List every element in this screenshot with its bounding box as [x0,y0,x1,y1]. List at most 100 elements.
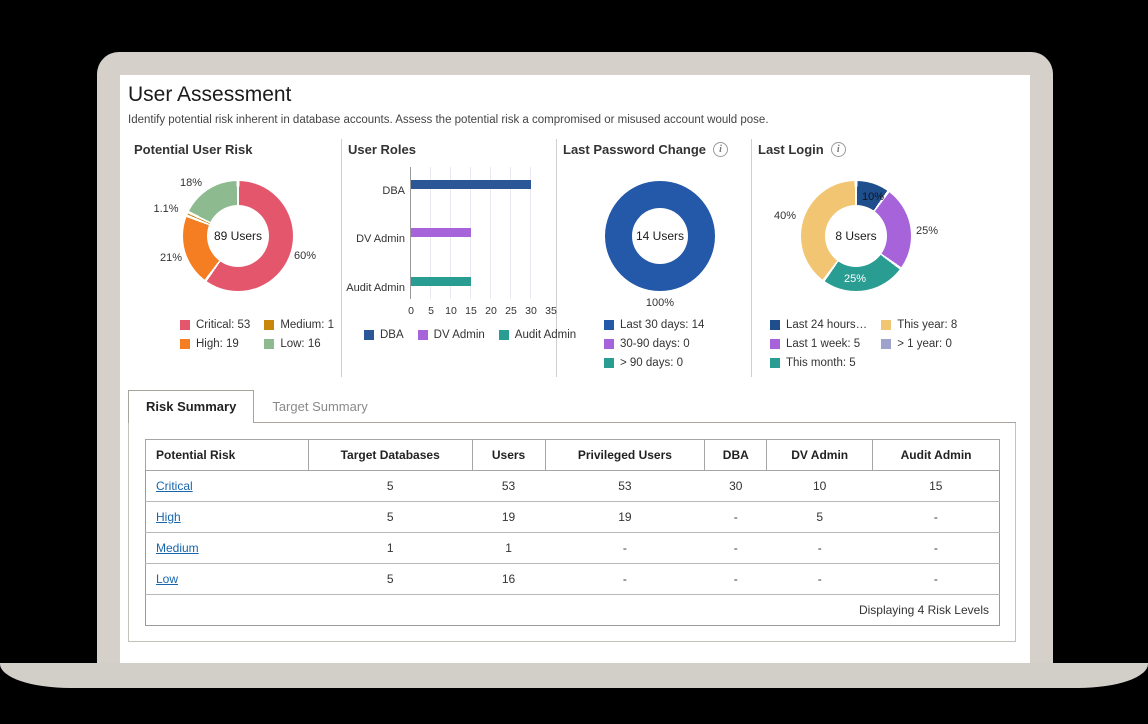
chart-title: Potential User Risk [134,141,253,157]
low-link[interactable]: Low [156,572,179,586]
bar-dv-admin[interactable] [411,228,471,237]
row-count-status: Displaying 4 Risk Levels [145,594,1000,626]
legend-label: This month: 5 [786,357,856,369]
legend-label: Audit Admin [514,329,577,341]
legend-item[interactable]: High: 19 [180,336,250,352]
cell: - [766,532,873,564]
col-dba: DBA [704,439,768,471]
x-tick: 15 [465,305,477,317]
legend-label: 30-90 days: 0 [620,338,690,350]
callout-low: 18% [179,177,203,189]
x-tick: 0 [408,305,414,317]
cell: 15 [872,470,1000,502]
donut-center-label: 14 Users [632,208,688,264]
chart-last-login: Last Login i 8 Users 10% 25% 25% 40% Las… [752,139,1004,377]
col-audit-admin: Audit Admin [872,439,1000,471]
callout-high: 21% [159,252,183,264]
x-tick: 10 [445,305,457,317]
callout-medium: 1.1% [153,203,179,215]
legend-item[interactable]: Low: 16 [264,336,334,352]
tab-target-summary[interactable]: Target Summary [272,399,368,414]
critical-link[interactable]: Critical [156,479,193,493]
legend-item[interactable]: This year: 8 [881,317,957,333]
legend-label: Last 30 days: 14 [620,319,705,331]
cell: 16 [472,563,546,595]
cell: 5 [308,470,473,502]
legend-item[interactable]: > 90 days: 0 [604,355,704,371]
cell: - [872,501,1000,533]
legend-item[interactable]: Audit Admin [498,329,577,341]
bar-label-audit-admin: Audit Admin [346,282,405,294]
login-donut-chart[interactable]: 8 Users [801,181,911,291]
password-donut-chart[interactable]: 14 Users [605,181,715,291]
risk-summary-table: Potential Risk Target Databases Users Pr… [145,439,1000,626]
legend-item[interactable]: DBA [364,329,404,341]
cell: - [872,532,1000,564]
info-icon[interactable]: i [830,141,846,157]
roles-legend: DBA DV Admin Audit Admin [364,329,576,341]
col-dv-admin: DV Admin [766,439,874,471]
donut-center-label: 8 Users [825,205,887,267]
audit-admin-swatch [498,330,509,340]
col-potential-risk: Potential Risk [145,439,309,471]
legend-item[interactable]: Last 24 hours… [770,317,867,333]
cell: 53 [472,470,546,502]
risk-donut-chart[interactable]: 89 Users [183,181,293,291]
legend-item[interactable]: Medium: 1 [264,317,334,333]
x-tick: 20 [485,305,497,317]
legend-item[interactable]: This month: 5 [770,355,867,371]
table-row: High 5 19 19 - 5 - [145,501,1000,533]
this-year-swatch [881,320,892,330]
chart-potential-user-risk: Potential User Risk 89 Users 60% 21% 1.1… [128,139,342,377]
bar-audit-admin[interactable] [411,277,471,286]
callout-year: 40% [773,210,797,222]
over-1-year-swatch [881,339,892,349]
bar-label-dba: DBA [382,185,405,197]
login-legend: Last 24 hours… Last 1 week: 5 This month… [770,317,957,371]
table-header-row: Potential Risk Target Databases Users Pr… [145,439,1000,471]
legend-label: Critical: 53 [196,319,251,331]
cell: 1 [308,532,473,564]
callout-24h: 10% [861,191,885,203]
low-swatch [264,339,275,349]
chart-user-roles: User Roles DBA DV Admin Audit Admin 0 5 … [342,139,576,377]
chart-title: User Roles [348,141,416,157]
cell: 5 [766,501,873,533]
legend-item[interactable]: Critical: 53 [180,317,250,333]
high-link[interactable]: High [156,510,181,524]
legend-label: Low: 16 [280,338,321,350]
legend-item[interactable]: DV Admin [417,329,485,341]
app-screen: User Assessment Identify potential risk … [120,75,1030,664]
x-tick: 25 [505,305,517,317]
over-90-days-swatch [604,358,614,368]
legend-item[interactable]: > 1 year: 0 [881,336,957,352]
charts-row: Potential User Risk 89 Users 60% 21% 1.1… [128,139,1030,377]
bar-dba[interactable] [411,180,531,189]
legend-label: Last 24 hours… [786,319,868,331]
page-title: User Assessment [128,83,292,106]
last-1-week-swatch [770,339,780,349]
last-30-days-swatch [604,320,614,330]
table-row: Critical 5 53 53 30 10 15 [145,470,1000,502]
callout-critical: 60% [293,250,317,262]
cell: 1 [472,532,546,564]
legend-item[interactable]: 30-90 days: 0 [604,336,704,352]
cell: 19 [472,501,546,533]
legend-label: Last 1 week: 5 [786,338,861,350]
30-90-days-swatch [604,339,614,349]
chart-title: Last Password Change [563,141,707,157]
cell: - [545,532,705,564]
page-subtitle: Identify potential risk inherent in data… [128,114,769,126]
tab-risk-summary[interactable]: Risk Summary [128,390,255,423]
critical-swatch [180,320,190,330]
callout-100: 100% [645,297,675,309]
user-roles-plot: DBA DV Admin Audit Admin 0 5 10 15 20 25… [346,167,557,317]
info-icon[interactable]: i [713,141,729,157]
cell: - [704,563,767,595]
medium-link[interactable]: Medium [156,541,199,555]
legend-item[interactable]: Last 30 days: 14 [604,317,704,333]
legend-item[interactable]: Last 1 week: 5 [770,336,867,352]
high-swatch [180,339,190,349]
legend-label: DV Admin [433,329,485,341]
table-footer-row: Displaying 4 Risk Levels [145,594,1000,626]
